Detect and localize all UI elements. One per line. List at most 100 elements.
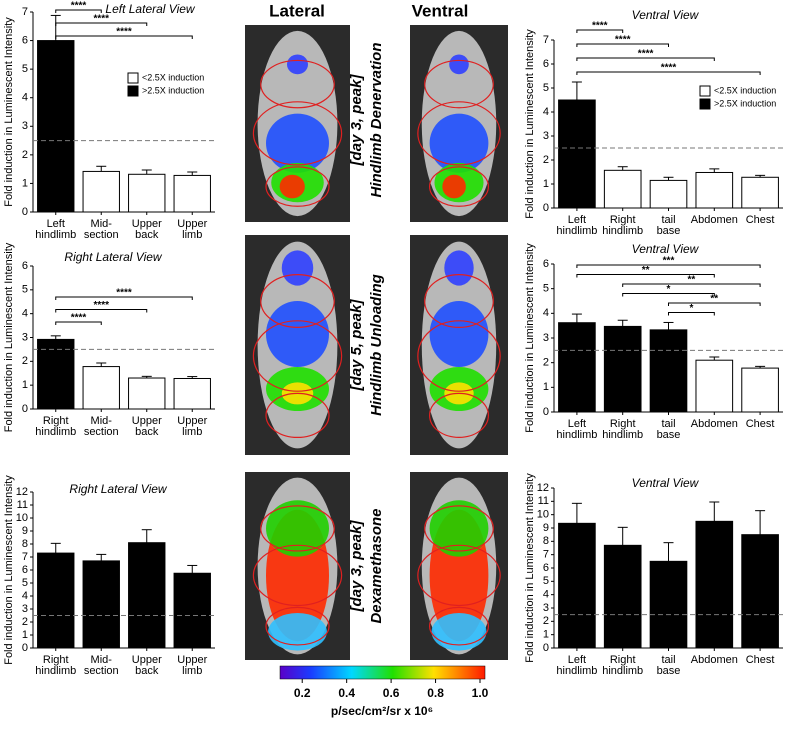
y-tick-label: 4	[543, 589, 549, 601]
roi-circle	[417, 101, 501, 166]
x-tick-label: hindlimb	[602, 665, 643, 677]
x-tick-label: tail	[661, 214, 675, 226]
x-tick-label: Mid-	[91, 415, 113, 427]
significance-label: ***	[663, 256, 675, 267]
x-tick-label: base	[657, 665, 681, 677]
y-tick-label: 4	[543, 106, 549, 118]
significance-label: ****	[116, 288, 132, 299]
x-tick-label: Left	[568, 418, 586, 430]
roi-circle	[252, 101, 343, 166]
y-tick-label: 1	[22, 177, 28, 189]
x-tick-label: Chest	[746, 654, 775, 666]
x-tick-label: Right	[43, 654, 69, 666]
colorbar-label: p/sec/cm²/sr x 10⁶	[331, 704, 433, 718]
significance-label: *	[689, 303, 693, 314]
y-tick-label: 8	[22, 538, 28, 550]
significance-bracket	[668, 312, 715, 316]
bar	[558, 322, 596, 413]
y-tick-label: 0	[22, 642, 28, 654]
x-tick-label: tail	[661, 418, 675, 430]
legend-swatch	[699, 98, 711, 110]
bar	[603, 544, 642, 649]
significance-label: ****	[93, 14, 109, 25]
significance-bracket	[55, 9, 102, 13]
x-tick-label: Upper	[132, 218, 162, 230]
y-tick-label: 11	[538, 495, 549, 507]
y-tick-label: 7	[543, 549, 549, 561]
x-tick-label: Right	[43, 415, 69, 427]
bar	[741, 176, 779, 209]
x-tick-label: back	[135, 665, 159, 677]
x-tick-label: hindlimb	[35, 229, 76, 241]
y-tick-label: 6	[22, 34, 28, 46]
y-axis-label: Fold induction in Luminescent Intensity	[3, 242, 15, 432]
x-tick-label: hindlimb	[556, 429, 597, 441]
y-tick-label: 1	[22, 379, 28, 391]
y-tick-label: 10	[537, 509, 549, 521]
x-tick-label: hindlimb	[35, 665, 76, 677]
y-tick-label: 4	[22, 590, 28, 602]
significance-bracket	[576, 43, 669, 47]
bar	[128, 542, 166, 649]
x-tick-label: Chest	[746, 214, 775, 226]
row-label: [day 3, peak]	[348, 74, 365, 167]
legend-label: <2.5X induction	[142, 72, 204, 82]
y-tick-label: 10	[16, 512, 28, 524]
y-tick-label: 5	[22, 63, 28, 75]
y-tick-label: 2	[543, 357, 549, 369]
roi-circle	[417, 544, 501, 607]
bar	[128, 173, 166, 213]
roi-circle	[260, 59, 335, 109]
roi-circle	[417, 320, 501, 392]
x-tick-label: section	[84, 426, 119, 438]
bar	[37, 40, 75, 213]
roi-circle	[429, 166, 490, 207]
bar	[173, 377, 211, 410]
significance-bracket	[55, 296, 193, 300]
y-tick-label: 4	[22, 308, 28, 320]
significance-bracket	[55, 309, 148, 313]
row-label: Hindlimb Denervation	[368, 42, 385, 197]
significance-label: ****	[592, 21, 608, 32]
x-tick-label: hindlimb	[35, 426, 76, 438]
x-tick-label: section	[84, 665, 119, 677]
y-axis-label: Fold induction in Luminescent Intensity	[3, 17, 15, 207]
bar	[741, 367, 779, 413]
roi-circle	[252, 320, 343, 392]
y-tick-label: 9	[22, 525, 28, 537]
y-tick-label: 8	[543, 535, 549, 547]
roi-circle	[252, 544, 343, 607]
x-tick-label: Abdomen	[691, 214, 738, 226]
x-tick-label: Right	[610, 214, 636, 226]
signal	[287, 54, 308, 75]
y-tick-label: 1	[543, 381, 549, 393]
chart-title: Right Lateral View	[69, 482, 168, 496]
significance-label: ****	[116, 27, 132, 38]
significance-label: **	[688, 275, 696, 286]
x-tick-label: hindlimb	[556, 665, 597, 677]
x-tick-label: Left	[47, 218, 65, 230]
row-label: Dexamethasone	[368, 508, 385, 623]
significance-label: **	[710, 294, 718, 305]
bar	[649, 329, 688, 413]
x-tick-label: hindlimb	[602, 429, 643, 441]
bar	[603, 325, 642, 413]
y-tick-label: 3	[22, 120, 28, 132]
y-tick-label: 6	[22, 564, 28, 576]
y-tick-label: 11	[17, 499, 28, 511]
signal	[449, 54, 469, 75]
colorbar-tick-label: 0.4	[338, 686, 355, 700]
y-tick-label: 3	[543, 332, 549, 344]
bar	[695, 171, 734, 209]
bar	[558, 522, 596, 649]
signal	[266, 500, 329, 557]
y-tick-label: 9	[543, 522, 549, 534]
x-tick-label: Mid-	[91, 654, 113, 666]
signal	[266, 301, 329, 367]
y-tick-label: 6	[543, 562, 549, 574]
x-tick-label: hindlimb	[556, 225, 597, 237]
signal	[429, 113, 489, 173]
x-tick-label: Upper	[132, 415, 162, 427]
x-tick-label: Right	[610, 418, 636, 430]
chart-title: Left Lateral View	[105, 2, 196, 16]
